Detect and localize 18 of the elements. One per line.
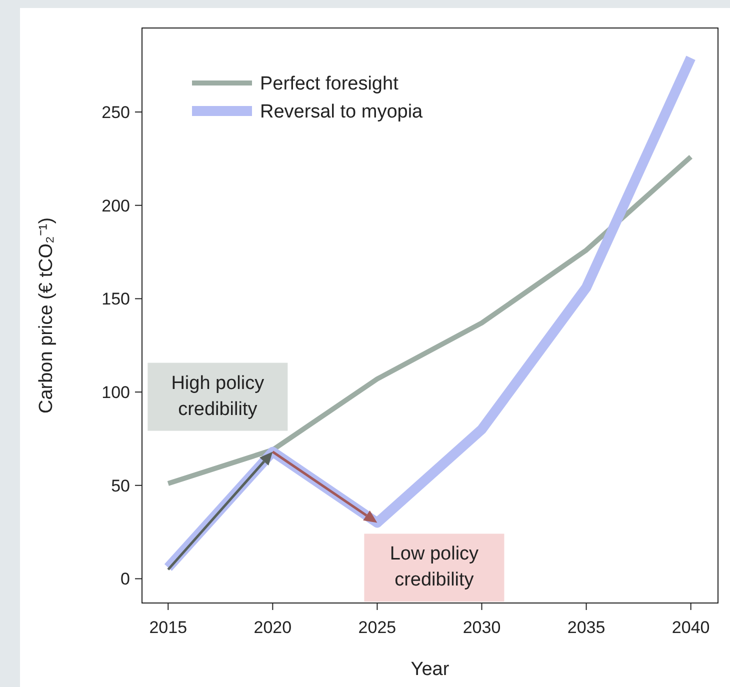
x-axis-title: Year bbox=[410, 659, 450, 680]
annotation: Low policy credibility bbox=[390, 544, 480, 591]
y-tick-label: 250 bbox=[102, 102, 130, 122]
y-tick-label: 200 bbox=[102, 196, 130, 216]
legend-label: Perfect foresight bbox=[260, 74, 400, 95]
legend-label: Reversal to myopia bbox=[260, 102, 424, 123]
y-tick-label: 50 bbox=[111, 476, 130, 496]
y-axis-title: Carbon price (€ tCO₂⁻¹) bbox=[36, 217, 57, 414]
y-tick-label: 100 bbox=[102, 382, 130, 402]
x-tick-label: 2015 bbox=[149, 618, 188, 637]
x-tick-label: 2040 bbox=[672, 618, 710, 637]
annotation: High policy credibility bbox=[171, 372, 265, 420]
y-tick-label: 0 bbox=[120, 570, 130, 589]
x-tick-label: 2020 bbox=[254, 618, 292, 637]
y-tick-label: 150 bbox=[102, 290, 130, 309]
x-tick-label: 2035 bbox=[567, 618, 606, 637]
x-tick-label: 2025 bbox=[358, 618, 396, 637]
x-tick-label: 2030 bbox=[462, 618, 501, 637]
